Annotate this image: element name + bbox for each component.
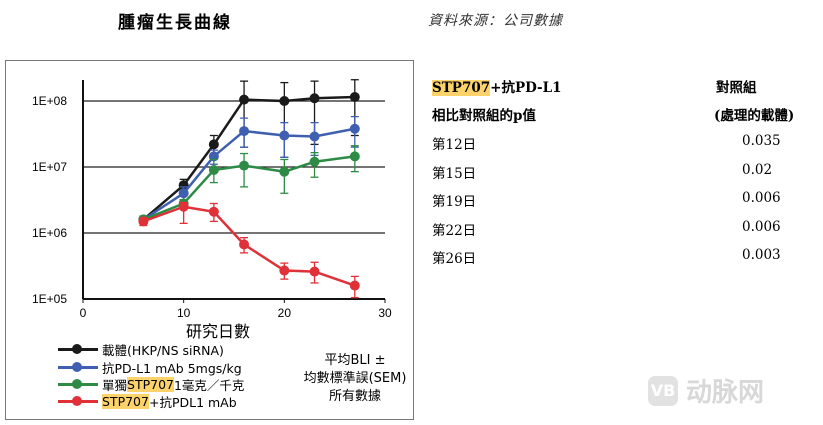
table-row-pvalue: 0.02 <box>742 161 773 178</box>
legend-label: 載體(HKP/NS siRNA) <box>102 342 224 358</box>
legend-label-highlight: STP707 <box>102 393 149 409</box>
legend-item-vehicle: 載體(HKP/NS siRNA) <box>58 340 224 358</box>
watermark-logo: VB <box>648 375 678 406</box>
table-row-pvalue: 0.006 <box>742 190 781 206</box>
watermark: VB 动脉网 <box>648 372 764 409</box>
data-point <box>239 239 250 250</box>
table-row-day: 第12日 <box>432 137 477 153</box>
header-text: +抗PD-L1 <box>490 80 562 96</box>
data-point <box>309 266 320 277</box>
data-point <box>279 166 290 177</box>
legend-item-combo: STP707 +抗PDL1 mAb <box>58 392 237 410</box>
legend-marker <box>58 343 98 354</box>
chart-frame <box>5 60 414 420</box>
data-point <box>178 201 189 212</box>
table-row-day: 第15日 <box>432 165 477 182</box>
data-point <box>279 130 290 141</box>
watermark-text: 动脉网 <box>686 378 765 408</box>
data-point <box>239 160 250 171</box>
legend-label: 抗PD-L1 mAb 5mgs/kg <box>102 360 242 376</box>
x-tick-label: 30 <box>378 306 392 320</box>
x-axis-label: 研究日數 <box>186 322 251 341</box>
legend-marker <box>58 361 98 372</box>
x-tick-label: 20 <box>278 306 292 320</box>
legend-marker <box>58 395 98 406</box>
x-tick-label: 10 <box>177 306 191 320</box>
table-header-col2: 對照組 <box>716 80 757 96</box>
table-row-pvalue: 0.006 <box>742 218 781 235</box>
data-point <box>279 96 290 106</box>
y-tick-label: 1E+05 <box>32 292 67 306</box>
data-point <box>349 280 360 291</box>
data-point <box>349 151 360 162</box>
data-point <box>309 131 320 142</box>
chart-title: 腫瘤生長曲線 <box>118 13 232 33</box>
table-header-col1-line2: 相比對照組的p值 <box>432 108 536 124</box>
series-line-0 <box>142 95 355 221</box>
data-point <box>208 139 219 150</box>
legend-label: 1毫克／千克 <box>173 377 245 393</box>
table-header-col1: STP707+抗PD-L1 <box>432 76 562 96</box>
data-point <box>349 91 360 102</box>
table-row-pvalue: 0.035 <box>742 133 781 149</box>
legend-label: 單獨 <box>102 377 128 393</box>
note-line: 均數標準誤(SEM) <box>303 371 407 386</box>
chart-note: 平均BLI ± 均數標準誤(SEM) 所有數據 <box>290 352 420 406</box>
legend-label: +抗PDL1 mAb <box>148 394 237 410</box>
note-line: 平均BLI ± <box>324 353 386 368</box>
table-row-day: 第19日 <box>432 194 477 210</box>
legend-marker <box>58 378 98 389</box>
legend-label-highlight: STP707 <box>127 376 174 392</box>
y-tick-label: 1E+06 <box>32 226 67 240</box>
data-point <box>309 156 320 167</box>
legend-item-pdl1: 抗PD-L1 mAb 5mgs/kg <box>58 358 242 376</box>
data-point <box>239 126 250 137</box>
x-tick-label: 0 <box>80 306 87 320</box>
data-point <box>178 180 189 191</box>
header-highlight: STP707 <box>432 80 491 96</box>
source-note: 資料來源：公司數據 <box>428 13 563 29</box>
table-row-pvalue: 0.003 <box>742 247 781 263</box>
legend-item-stp707: 單獨 STP707 1毫克／千克 <box>58 375 244 393</box>
table-row-day: 第22日 <box>432 222 477 239</box>
data-point <box>178 188 189 199</box>
table-header-col2-line2: (處理的載體) <box>714 108 795 124</box>
note-line: 所有數據 <box>328 389 381 404</box>
table-row-day: 第26日 <box>432 251 477 267</box>
data-point <box>239 94 250 105</box>
data-point <box>279 265 290 276</box>
series-line-3 <box>142 205 356 287</box>
data-point <box>309 93 320 104</box>
data-point <box>208 206 219 217</box>
data-point <box>208 165 219 176</box>
y-tick-label: 1E+07 <box>32 160 67 174</box>
data-point <box>138 216 149 227</box>
data-point <box>349 123 360 134</box>
y-tick-label: 1E+08 <box>32 94 67 108</box>
